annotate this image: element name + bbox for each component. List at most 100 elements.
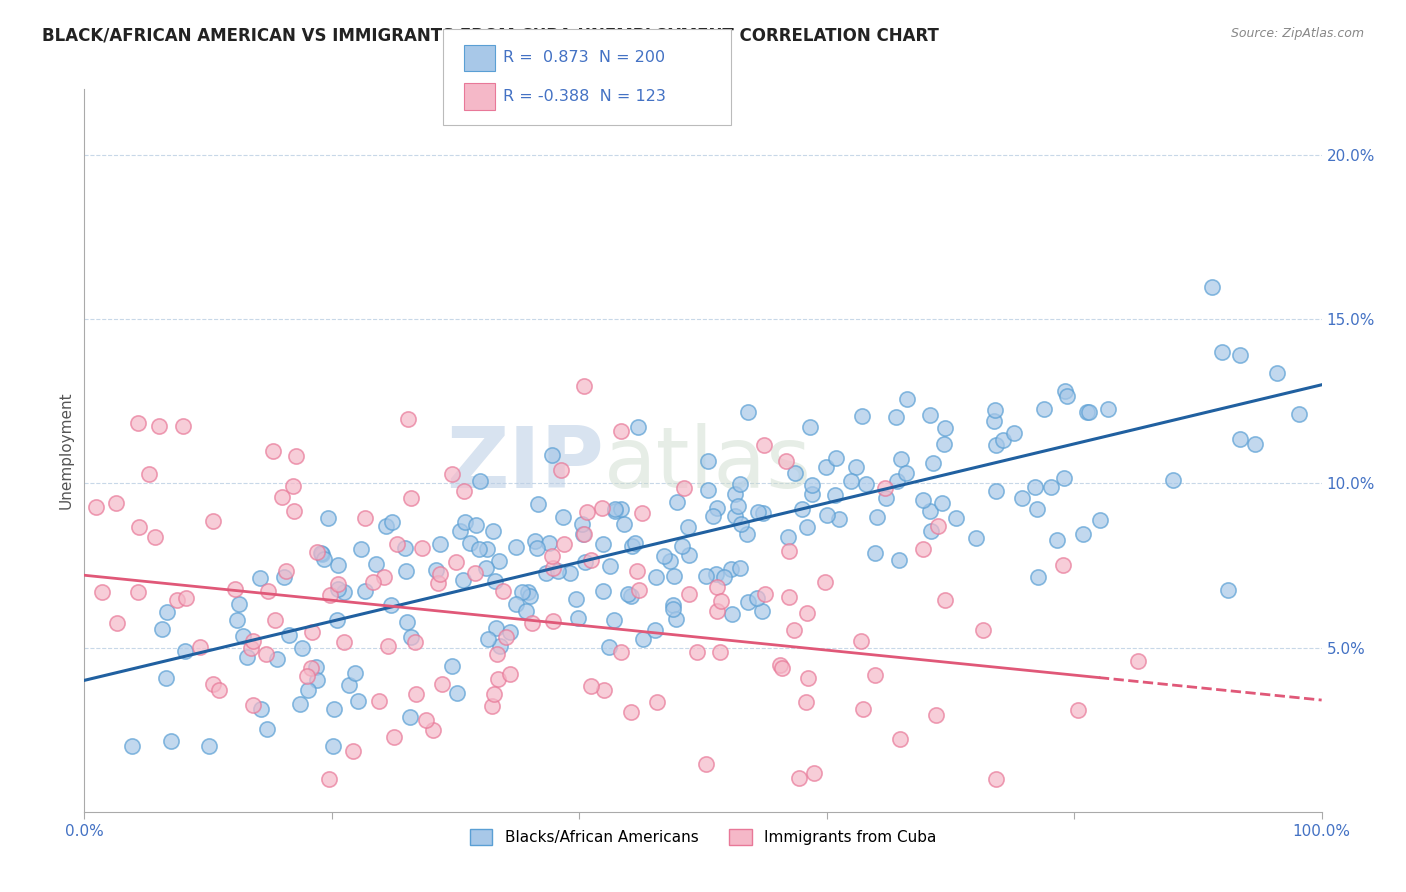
Point: [249, 571, 271, 585]
Point: [499, 667, 522, 681]
Point: [301, 624, 323, 639]
Point: [422, 723, 444, 737]
Point: [696, 483, 718, 497]
Point: [1076, 404, 1098, 418]
Point: [481, 698, 503, 713]
Point: [547, 565, 569, 579]
Point: [592, 683, 614, 698]
Point: [382, 730, 405, 744]
Point: [488, 554, 510, 568]
Point: [845, 460, 868, 475]
Point: [553, 510, 575, 524]
Point: [1201, 280, 1223, 294]
Point: [127, 584, 149, 599]
Point: [228, 597, 250, 611]
Point: [1218, 582, 1240, 597]
Point: [468, 541, 491, 556]
Point: [446, 686, 468, 700]
Point: [839, 474, 862, 488]
Point: [1073, 527, 1095, 541]
Point: [875, 491, 897, 505]
Point: [541, 549, 564, 563]
Point: [486, 647, 509, 661]
Point: [706, 604, 728, 618]
Point: [266, 652, 288, 666]
Point: [661, 602, 683, 616]
Point: [770, 661, 793, 675]
Point: [1002, 425, 1025, 440]
Point: [720, 562, 742, 576]
Point: [865, 510, 887, 524]
Point: [662, 599, 685, 613]
Point: [727, 500, 749, 514]
Point: [190, 640, 212, 655]
Text: R =  0.873  N = 200: R = 0.873 N = 200: [503, 51, 665, 65]
Point: [713, 570, 735, 584]
Point: [543, 614, 565, 628]
Point: [855, 477, 877, 491]
Point: [794, 695, 817, 709]
Point: [678, 587, 700, 601]
Point: [1046, 533, 1069, 548]
Point: [537, 536, 560, 550]
Point: [825, 450, 848, 465]
Point: [751, 506, 773, 520]
Point: [495, 630, 517, 644]
Point: [499, 624, 522, 639]
Point: [242, 698, 264, 712]
Point: [785, 466, 807, 480]
Point: [610, 424, 633, 438]
Point: [208, 683, 231, 698]
Point: [993, 433, 1015, 447]
Point: [1067, 703, 1090, 717]
Point: [984, 437, 1007, 451]
Point: [873, 481, 896, 495]
Text: Source: ZipAtlas.com: Source: ZipAtlas.com: [1230, 27, 1364, 40]
Point: [283, 504, 305, 518]
Point: [477, 632, 499, 646]
Point: [385, 537, 408, 551]
Point: [598, 640, 620, 654]
Point: [288, 698, 311, 712]
Point: [440, 659, 463, 673]
Point: [828, 512, 851, 526]
Point: [550, 463, 572, 477]
Point: [299, 661, 322, 675]
Point: [427, 576, 450, 591]
Point: [526, 541, 548, 555]
Point: [920, 408, 942, 422]
Point: [783, 623, 806, 637]
Point: [1053, 471, 1076, 485]
Point: [254, 647, 277, 661]
Point: [322, 739, 344, 753]
Point: [851, 702, 873, 716]
Point: [451, 573, 474, 587]
Point: [273, 570, 295, 584]
Point: [610, 502, 633, 516]
Text: R = -0.388  N = 123: R = -0.388 N = 123: [503, 89, 666, 103]
Point: [621, 539, 644, 553]
Point: [592, 537, 614, 551]
Point: [934, 593, 956, 607]
Point: [920, 504, 942, 518]
Point: [630, 506, 652, 520]
Point: [104, 496, 127, 510]
Point: [735, 527, 758, 541]
Point: [482, 524, 505, 538]
Point: [706, 580, 728, 594]
Point: [627, 583, 650, 598]
Point: [567, 611, 589, 625]
Point: [1229, 432, 1251, 446]
Point: [381, 515, 404, 529]
Point: [665, 612, 688, 626]
Point: [323, 702, 346, 716]
Point: [706, 500, 728, 515]
Point: [394, 541, 416, 555]
Point: [911, 492, 934, 507]
Point: [174, 591, 197, 606]
Point: [311, 548, 333, 562]
Point: [404, 635, 426, 649]
Point: [84, 500, 107, 515]
Point: [1229, 349, 1251, 363]
Point: [464, 566, 486, 580]
